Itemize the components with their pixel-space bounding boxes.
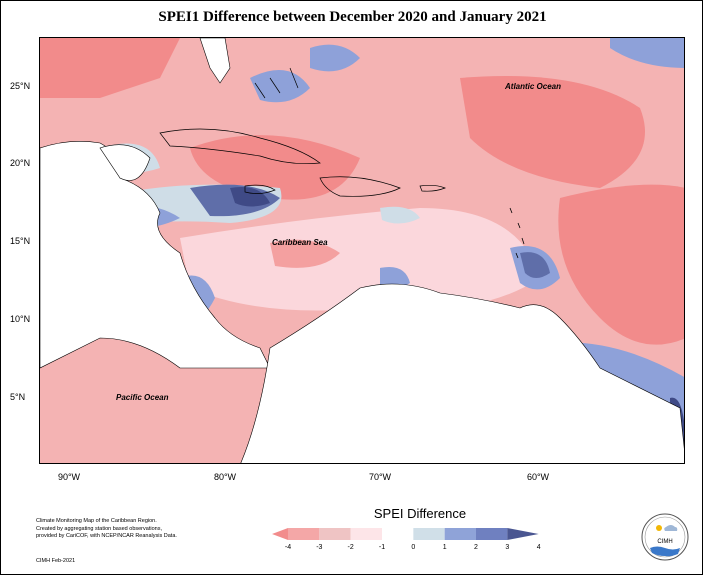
- legend-title: SPEI Difference: [373, 506, 467, 521]
- legend-tick-label: -1: [379, 544, 385, 551]
- y-tick-15n: 15°N: [10, 236, 31, 246]
- wet-patch-ne: [610, 38, 684, 68]
- legend-swatch: [507, 528, 539, 540]
- credit-text: Climate Monitoring Map of the Caribbean …: [36, 518, 196, 541]
- credit-line: provided by CariCOF, with NCEP/NCAR Rean…: [36, 533, 177, 539]
- x-tick-70w: 70°W: [368, 472, 392, 482]
- dry-patch-atlantic: [460, 76, 645, 188]
- land-lesser-antilles: [509, 207, 525, 259]
- land-bahamas: [254, 67, 299, 99]
- land-cuba: [159, 128, 321, 165]
- dry-patch-east: [558, 184, 684, 345]
- land-jamaica: [244, 184, 276, 194]
- credit-line: Climate Monitoring Map of the Caribbean …: [36, 518, 157, 524]
- map-title: SPEI1 Difference between December 2020 a…: [158, 9, 547, 25]
- legend-tick-label: -2: [348, 544, 354, 551]
- legend-swatch: [288, 528, 320, 540]
- cimh-logo-icon: CIMH: [641, 513, 689, 561]
- y-tick-10n: 10°N: [10, 314, 31, 324]
- legend-swatch: [319, 528, 351, 540]
- extreme-wet-jamaica: [230, 187, 270, 207]
- logo-text: CIMH: [657, 539, 672, 545]
- wet-patch-bahamas: [250, 70, 310, 103]
- dry-patch-cuba: [190, 135, 360, 200]
- y-tick-25n: 25°N: [10, 81, 31, 91]
- map-svg: [40, 38, 684, 463]
- legend-colorbar: -4 -3 -2 -1 0 1 2 3 4: [272, 528, 541, 551]
- x-tick-60w: 60°W: [526, 472, 550, 482]
- legend-tick-label: 3: [505, 544, 509, 551]
- y-tick-5n: 5°N: [10, 392, 26, 402]
- legend-swatch: [476, 528, 508, 540]
- legend-swatch: [382, 528, 414, 540]
- near-wet-dr: [380, 206, 420, 224]
- x-tick-80w: 80°W: [213, 472, 237, 482]
- near-normal-carib: [180, 208, 540, 311]
- y-tick-20n: 20°N: [10, 158, 31, 168]
- legend-tick-label: 1: [443, 544, 447, 551]
- label-caribbean-sea: Caribbean Sea: [272, 238, 328, 247]
- x-tick-90w: 90°W: [57, 472, 81, 482]
- land-puerto-rico: [419, 184, 446, 192]
- legend-swatch: [272, 528, 288, 540]
- legend-tick-label: 4: [537, 544, 541, 551]
- credit-line: Created by aggregating station based obs…: [36, 525, 162, 532]
- legend-swatch: [444, 528, 476, 540]
- land-florida: [199, 38, 231, 84]
- dry-patch-nw: [40, 38, 180, 98]
- wet-patch-venezuela: [380, 267, 410, 289]
- land-hispaniola: [319, 176, 401, 197]
- wet-patch-north: [310, 44, 360, 72]
- label-atlantic-ocean: Atlantic Ocean: [505, 82, 562, 91]
- map-panel: [39, 37, 685, 464]
- legend-tick-label: 0: [411, 544, 415, 551]
- legend-swatch: [350, 528, 382, 540]
- land-south-america: [240, 283, 684, 463]
- label-pacific-ocean: Pacific Ocean: [116, 393, 169, 402]
- dry-spot-carib: [270, 239, 340, 268]
- very-wet-trinidad: [520, 252, 550, 278]
- legend-swatch: [413, 528, 445, 540]
- legend-tick-label: 2: [474, 544, 478, 551]
- date-note: CIMH Feb-2021: [36, 558, 76, 564]
- legend-tick-label: -4: [285, 544, 291, 551]
- land-yucatan: [99, 144, 151, 181]
- legend-tick-label: -3: [316, 544, 322, 551]
